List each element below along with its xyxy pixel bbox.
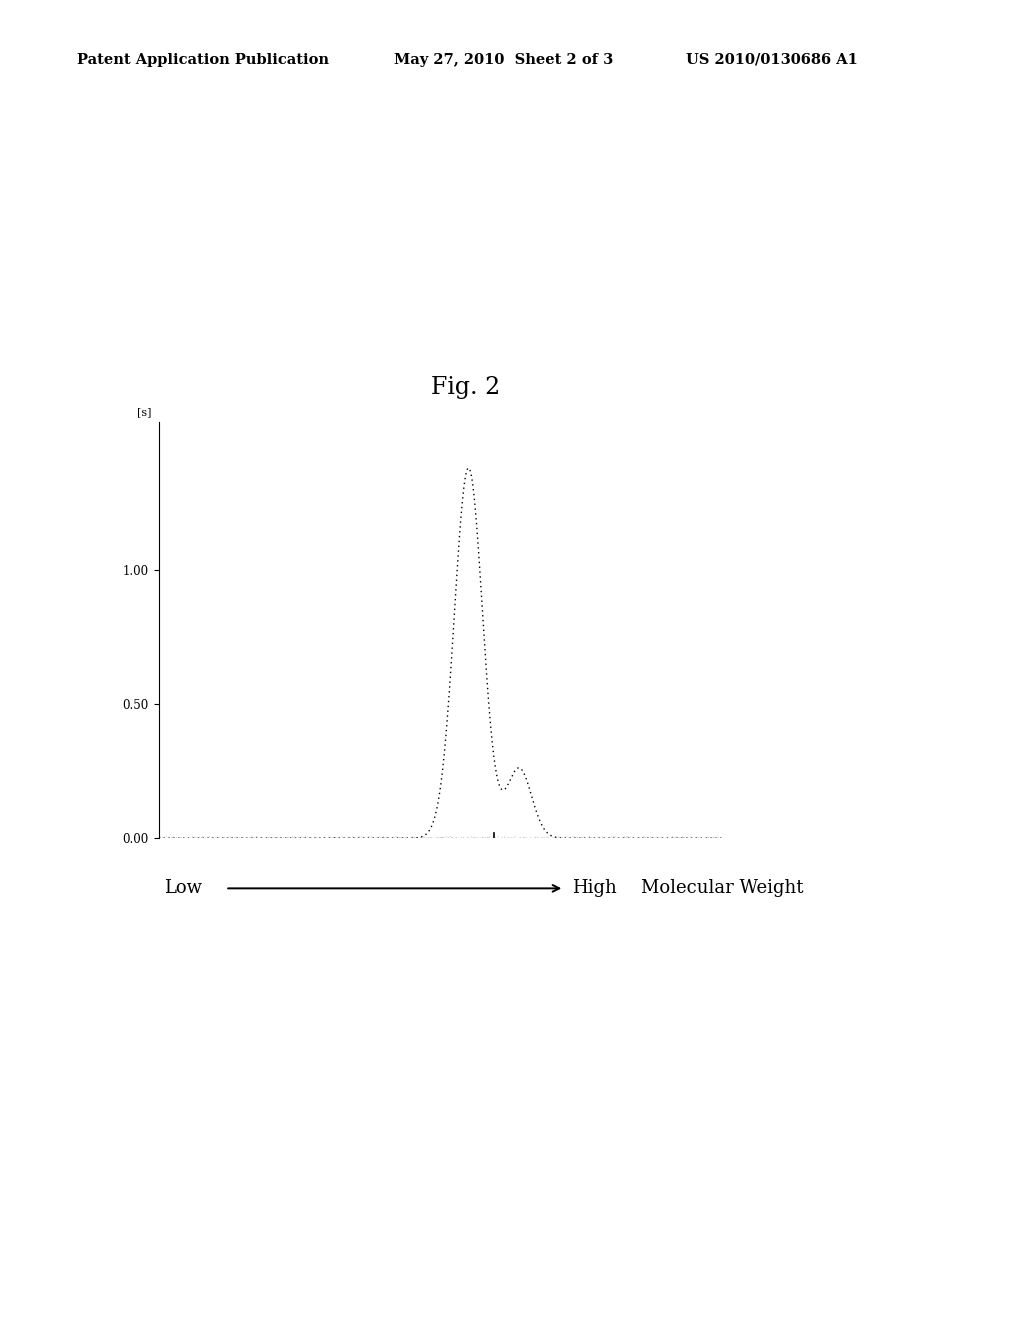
Text: High: High — [572, 879, 617, 898]
Text: Patent Application Publication: Patent Application Publication — [77, 53, 329, 67]
Text: Molecular Weight: Molecular Weight — [641, 879, 804, 898]
FancyArrowPatch shape — [228, 884, 559, 892]
Text: [s]: [s] — [137, 407, 152, 417]
Text: Fig. 2: Fig. 2 — [431, 376, 501, 399]
Text: May 27, 2010  Sheet 2 of 3: May 27, 2010 Sheet 2 of 3 — [394, 53, 613, 67]
Text: Low: Low — [164, 879, 202, 898]
Text: US 2010/0130686 A1: US 2010/0130686 A1 — [686, 53, 858, 67]
